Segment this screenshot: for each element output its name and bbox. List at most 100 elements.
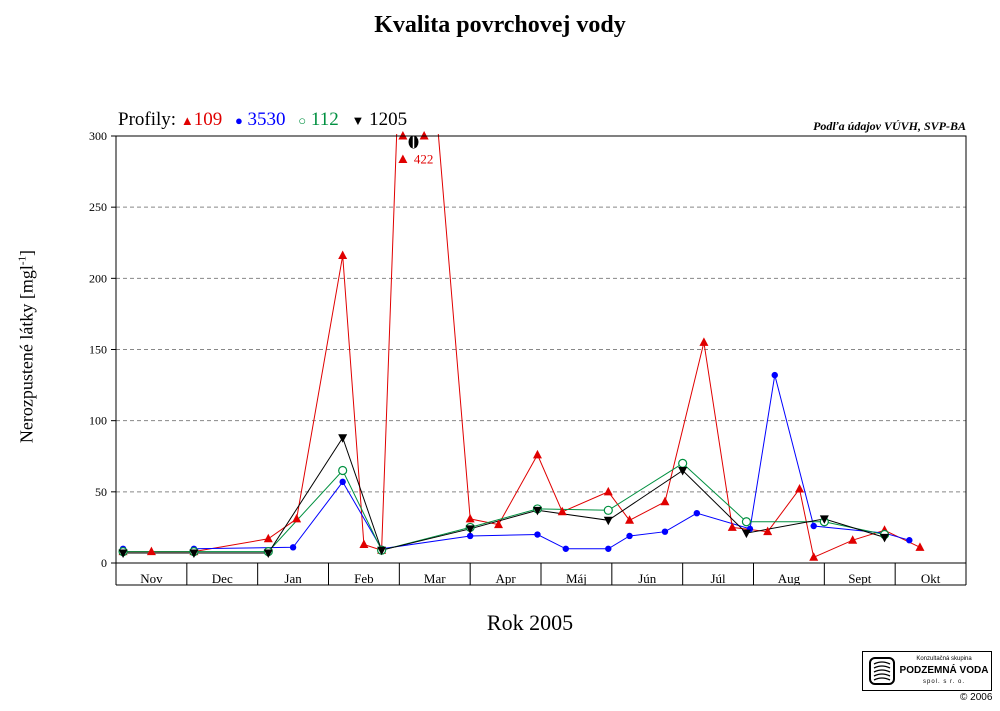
data-point-109: [494, 519, 503, 529]
legend-item-1205: ▼ 1205: [351, 109, 407, 130]
data-point-3530: [810, 522, 817, 530]
data-point-3530: [661, 528, 669, 535]
data-point-109: [603, 486, 613, 496]
logo-line2: PODZEMNÁ VODA: [899, 665, 989, 676]
x-axis-label: Rok 2005: [486, 610, 574, 635]
data-point-3530: [466, 532, 474, 540]
data-point-109: [465, 513, 475, 523]
data-point-3530: [289, 544, 297, 551]
triangle-up-icon: ▲: [180, 112, 194, 128]
x-tick-label: Nov: [140, 571, 163, 586]
data-point-112: [603, 505, 613, 515]
data-point-1205: [263, 549, 273, 559]
data-point-109: [532, 449, 542, 459]
legend: Profily: ▲109 ● 3530 ○ 112 ▼ 1205: [118, 109, 415, 131]
y-axis-label-text: Nerozpustené látky [mgl: [16, 265, 37, 444]
data-point-3530: [693, 509, 701, 517]
data-point-1205: [603, 516, 613, 526]
data-point-109: [699, 337, 709, 346]
data-point-109: [419, 131, 429, 140]
y-tick-label: 50: [95, 485, 107, 499]
data-point-109: [338, 250, 348, 260]
x-tick-label: Máj: [566, 571, 587, 586]
legend-label-3530: 3530: [247, 109, 286, 130]
logo-line3: spol. s r. o.: [922, 679, 965, 685]
y-axis-label-sup: -1: [16, 255, 29, 266]
data-point-1205: [678, 466, 688, 476]
data-point-112: [678, 458, 688, 468]
data-point-109: [557, 506, 567, 516]
legend-prefix: Profily:: [118, 109, 177, 130]
data-point-3530: [562, 545, 569, 552]
x-tick-label: Okt: [921, 571, 941, 586]
logo-icon: [869, 657, 895, 685]
data-point-112: [338, 465, 348, 476]
x-tick-label: Feb: [354, 571, 374, 586]
data-point-1205: [377, 546, 387, 556]
x-tick-label: Júl: [710, 571, 726, 586]
data-point-1205: [819, 515, 829, 524]
y-axis-label: Nerozpustené látky [mgl-1]: [17, 207, 38, 487]
data-point-3530: [626, 532, 633, 540]
x-tick-label: Sept: [848, 571, 872, 586]
data-point-1205: [741, 529, 751, 539]
legend-label-112: 112: [310, 109, 339, 130]
data-point-3530: [534, 531, 541, 538]
series-line-3530: [193, 374, 910, 550]
legend-label-1205: 1205: [369, 109, 408, 130]
y-axis-label-end: ]: [16, 249, 37, 256]
data-point-109: [146, 546, 156, 556]
series-line-1205: [123, 436, 885, 554]
x-tick-label: Mar: [424, 571, 446, 586]
data-point-109: [292, 513, 302, 523]
data-point-109: [359, 539, 369, 548]
series-line-112: [123, 462, 885, 553]
y-tick-label: 0: [101, 556, 107, 570]
legend-label-109: 109: [193, 109, 223, 130]
data-point-109: [848, 535, 858, 544]
data-point-112: [741, 517, 752, 527]
data-point-109: [263, 533, 273, 543]
x-tick-label: Jan: [284, 571, 302, 586]
y-tick-label: 200: [89, 271, 107, 285]
off-scale-value-label: 422: [414, 152, 434, 167]
data-point-1205: [465, 525, 475, 534]
data-point-1205: [338, 434, 348, 443]
y-tick-label: 100: [89, 414, 107, 428]
data-point-1205: [880, 533, 890, 543]
x-tick-label: Jún: [638, 571, 657, 586]
source-note: Podľa údajov VÚVH, SVP-BA: [813, 119, 966, 133]
legend-item-3530: ● 3530: [235, 109, 290, 130]
data-point-109: [915, 542, 925, 551]
legend-item-109: ▲109: [181, 109, 227, 130]
plot-frame: [115, 135, 967, 564]
data-point-109: [660, 496, 670, 506]
logo-line1: Konzultačná skupina: [916, 656, 972, 662]
data-point-109: [763, 526, 773, 536]
company-logo: Konzultačná skupina PODZEMNÁ VODA spol. …: [862, 651, 992, 691]
data-point-3530: [339, 478, 346, 486]
data-point-3530: [771, 371, 778, 379]
x-tick-label: Apr: [495, 571, 516, 586]
data-point-3530: [605, 545, 612, 552]
y-tick-label: 300: [89, 129, 107, 143]
y-tick-label: 250: [89, 200, 107, 214]
off-scale-point-109: [398, 154, 408, 164]
data-point-109: [398, 131, 408, 140]
copyright: © 2006: [960, 692, 993, 703]
data-point-109: [809, 552, 819, 561]
data-point-109: [795, 483, 805, 493]
filled-circle-icon: ●: [234, 112, 243, 128]
open-circle-icon: ○: [298, 112, 307, 128]
legend-item-112: ○ 112: [298, 109, 343, 130]
data-point-109: [727, 522, 737, 531]
data-point-1205: [118, 549, 128, 559]
data-point-109: [625, 515, 635, 524]
data-point-1205: [189, 549, 199, 559]
y-tick-label: 150: [89, 343, 107, 357]
x-tick-label: Aug: [778, 571, 801, 586]
triangle-down-icon: ▼: [351, 112, 365, 128]
chart-title: Kvalita povrchovej vody: [374, 12, 626, 38]
data-point-1205: [532, 506, 542, 516]
